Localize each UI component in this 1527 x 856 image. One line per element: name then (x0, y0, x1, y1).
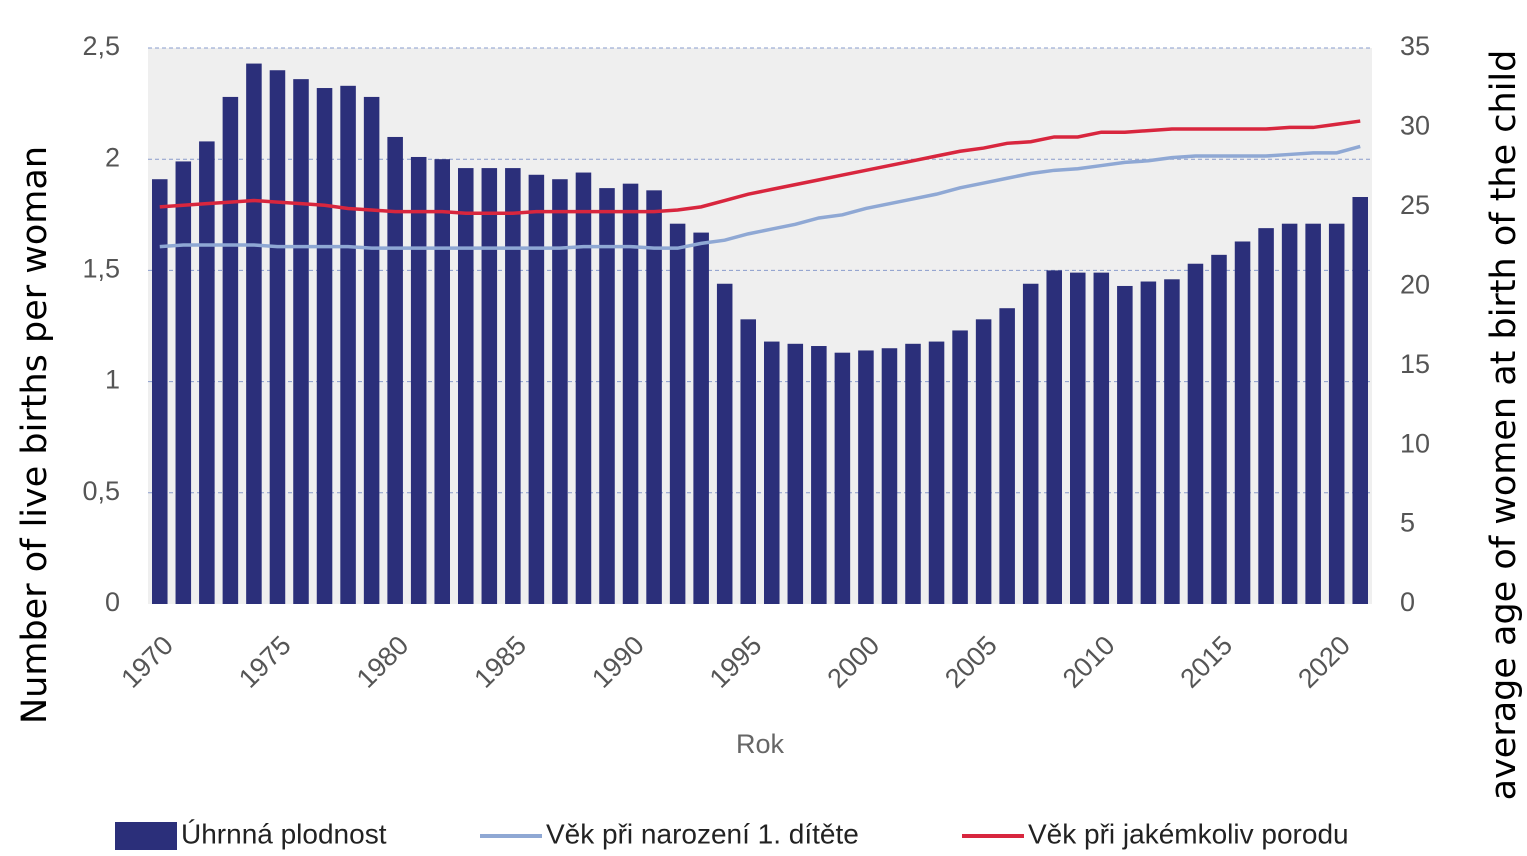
bar (293, 79, 309, 605)
bar (410, 156, 427, 604)
x-tick-label: 2005 (939, 630, 1003, 694)
bar (175, 161, 192, 604)
bar (1164, 279, 1180, 604)
bar (1117, 285, 1133, 604)
line (159, 119, 1361, 215)
bar (858, 350, 874, 604)
bar (764, 341, 780, 604)
bar (458, 168, 474, 604)
bar (434, 159, 450, 604)
y2-axis-title: average age of women at birth of the chi… (1484, 50, 1524, 801)
bar (975, 319, 992, 604)
bar (928, 341, 945, 604)
bar (599, 188, 615, 604)
y2-tick-label: 35 (1400, 31, 1430, 61)
bar (1305, 223, 1321, 605)
y2-tick-label: 10 (1400, 428, 1430, 458)
bar (811, 346, 827, 604)
bar (952, 330, 968, 604)
x-tick-label: 1985 (468, 630, 532, 694)
x-tick-label: 2010 (1057, 630, 1121, 694)
bar (246, 63, 262, 605)
y2-tick-label: 5 (1400, 508, 1415, 538)
x-tick-label: 1980 (351, 630, 415, 694)
y2-tick-label: 25 (1400, 190, 1430, 220)
bar (1093, 272, 1110, 604)
bar (1352, 197, 1368, 604)
bar (552, 179, 568, 604)
y2-tick-label: 15 (1400, 349, 1430, 379)
bar (199, 141, 215, 604)
x-tick-label: 1990 (586, 630, 650, 694)
bar (693, 232, 709, 605)
bar (575, 172, 592, 604)
bar (481, 168, 498, 604)
bar (528, 174, 545, 604)
y2-tick-label: 30 (1400, 111, 1430, 141)
bar (1234, 241, 1251, 604)
bar (269, 70, 286, 605)
bar (716, 283, 733, 604)
legend-swatch (115, 822, 177, 850)
bar (1328, 223, 1345, 605)
legend-label: Věk při jakémkoliv porodu (1028, 818, 1349, 849)
y-tick-label: 1 (105, 365, 120, 395)
y-tick-label: 2 (105, 142, 120, 172)
y-axis-title: Number of live births per woman (15, 146, 55, 724)
y-tick-label: 0,5 (82, 476, 120, 506)
bar (340, 85, 356, 605)
x-tick-label: 2015 (1175, 630, 1239, 694)
bar (1258, 228, 1274, 605)
x-tick-label: 1970 (115, 630, 179, 694)
bar (787, 343, 804, 604)
y2-tick-label: 20 (1400, 269, 1430, 299)
x-tick-label: 1975 (233, 630, 297, 694)
y-tick-label: 2,5 (82, 31, 120, 61)
bar (1070, 272, 1086, 604)
bar (316, 88, 333, 605)
legend-label: Úhrnná plodnost (181, 818, 387, 849)
y2-tick-label: 0 (1400, 587, 1415, 617)
bar (1022, 283, 1039, 604)
bar (1140, 281, 1157, 604)
y-tick-label: 0 (105, 587, 120, 617)
bar (622, 183, 639, 604)
x-tick-label: 1995 (704, 630, 768, 694)
line (159, 144, 1361, 250)
bar (387, 136, 403, 604)
y-tick-label: 1,5 (82, 254, 120, 284)
x-tick-label: 2000 (822, 630, 886, 694)
x-tick-label: 2020 (1292, 630, 1356, 694)
bar (1046, 270, 1062, 604)
bar (505, 168, 521, 604)
bar (999, 308, 1015, 604)
bar (834, 352, 851, 604)
legend-label: Věk při narození 1. dítěte (546, 818, 859, 849)
bar (363, 96, 380, 604)
bar (222, 96, 239, 604)
x-axis-title: Rok (736, 729, 785, 759)
bar (740, 319, 756, 604)
bar (881, 348, 898, 604)
bar (905, 343, 921, 604)
bar (1211, 254, 1227, 604)
bar (646, 190, 662, 604)
bar (1187, 263, 1204, 604)
bar (152, 179, 168, 604)
bar (669, 223, 686, 605)
bar (1281, 223, 1298, 605)
